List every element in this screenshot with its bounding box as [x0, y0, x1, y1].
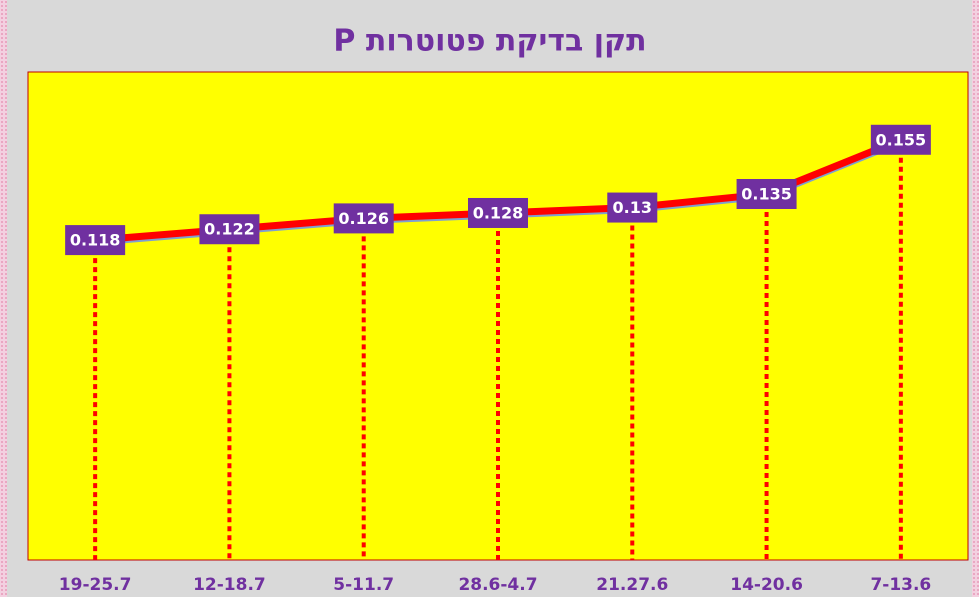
x-tick-label: 7-13.6: [870, 575, 931, 595]
data-label: 0.135: [741, 185, 792, 204]
data-label-box: [65, 225, 126, 256]
data-label: 0.122: [204, 220, 255, 239]
data-label: 0.155: [876, 130, 927, 149]
x-tick-label: 12-18.7: [193, 575, 266, 595]
chart-title: תקן בדיקת פטוטרות P: [333, 24, 646, 59]
data-label-box: [333, 203, 394, 234]
data-label-box: [736, 179, 797, 209]
data-label: 0.126: [338, 209, 389, 228]
data-label-box: [607, 192, 658, 223]
x-tick-label: 5-11.7: [333, 575, 394, 595]
x-tick-label: 21.27.6: [596, 575, 668, 595]
data-label-box: [468, 197, 528, 228]
x-tick-label: 14-20.6: [730, 575, 803, 595]
data-label-box: [870, 124, 931, 155]
data-label: 0.128: [473, 203, 524, 222]
data-label-box: [199, 214, 260, 245]
data-label: 0.13: [613, 198, 652, 217]
data-label: 0.118: [70, 231, 121, 250]
x-tick-label: 19-25.7: [59, 575, 132, 595]
x-tick-label: 28.6-4.7: [458, 575, 537, 595]
